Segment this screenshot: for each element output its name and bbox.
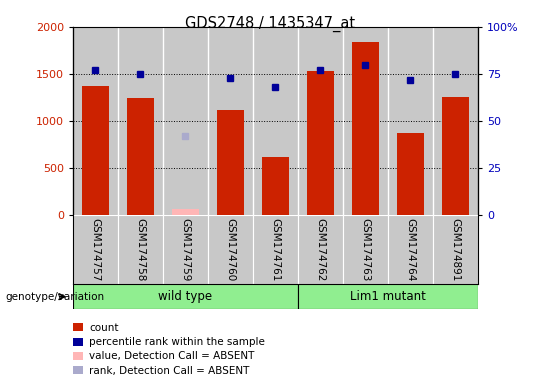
Bar [73,215,118,284]
Text: wild type: wild type [158,290,212,303]
Bar [262,157,289,215]
Bar [127,98,154,215]
Bar [217,110,244,215]
Bar [433,215,478,284]
Bar [163,27,208,215]
Bar [253,215,298,284]
Bar [298,215,343,284]
Text: GSM174760: GSM174760 [225,218,235,282]
Bar [163,215,208,284]
Text: GSM174891: GSM174891 [450,218,461,282]
Bar [73,338,83,346]
Bar [73,284,298,309]
Text: GDS2748 / 1435347_at: GDS2748 / 1435347_at [185,15,355,31]
Text: count: count [89,323,118,333]
Bar [352,42,379,215]
Bar [307,71,334,215]
Bar [388,215,433,284]
Text: rank, Detection Call = ABSENT: rank, Detection Call = ABSENT [89,366,249,376]
Text: GSM174757: GSM174757 [90,218,100,282]
Text: GSM174763: GSM174763 [360,218,370,282]
Text: GSM174758: GSM174758 [136,218,145,282]
Text: GSM174764: GSM174764 [406,218,415,282]
Bar [343,27,388,215]
Bar [73,352,83,360]
Bar [298,284,478,309]
Bar [442,98,469,215]
Bar [298,27,343,215]
Bar [73,366,83,374]
Text: GSM174762: GSM174762 [315,218,326,282]
Text: GSM174759: GSM174759 [180,218,191,282]
Bar [433,27,478,215]
Text: value, Detection Call = ABSENT: value, Detection Call = ABSENT [89,351,254,361]
Bar [82,86,109,215]
Text: percentile rank within the sample: percentile rank within the sample [89,337,265,347]
Bar [397,133,424,215]
Text: genotype/variation: genotype/variation [5,291,105,302]
Bar [73,27,118,215]
Bar [343,215,388,284]
Bar [73,323,83,331]
Bar [208,27,253,215]
Bar [208,215,253,284]
Text: Lim1 mutant: Lim1 mutant [350,290,426,303]
Bar [118,215,163,284]
Text: GSM174761: GSM174761 [271,218,280,282]
Bar [253,27,298,215]
Bar [172,209,199,215]
Bar [118,27,163,215]
Bar [388,27,433,215]
